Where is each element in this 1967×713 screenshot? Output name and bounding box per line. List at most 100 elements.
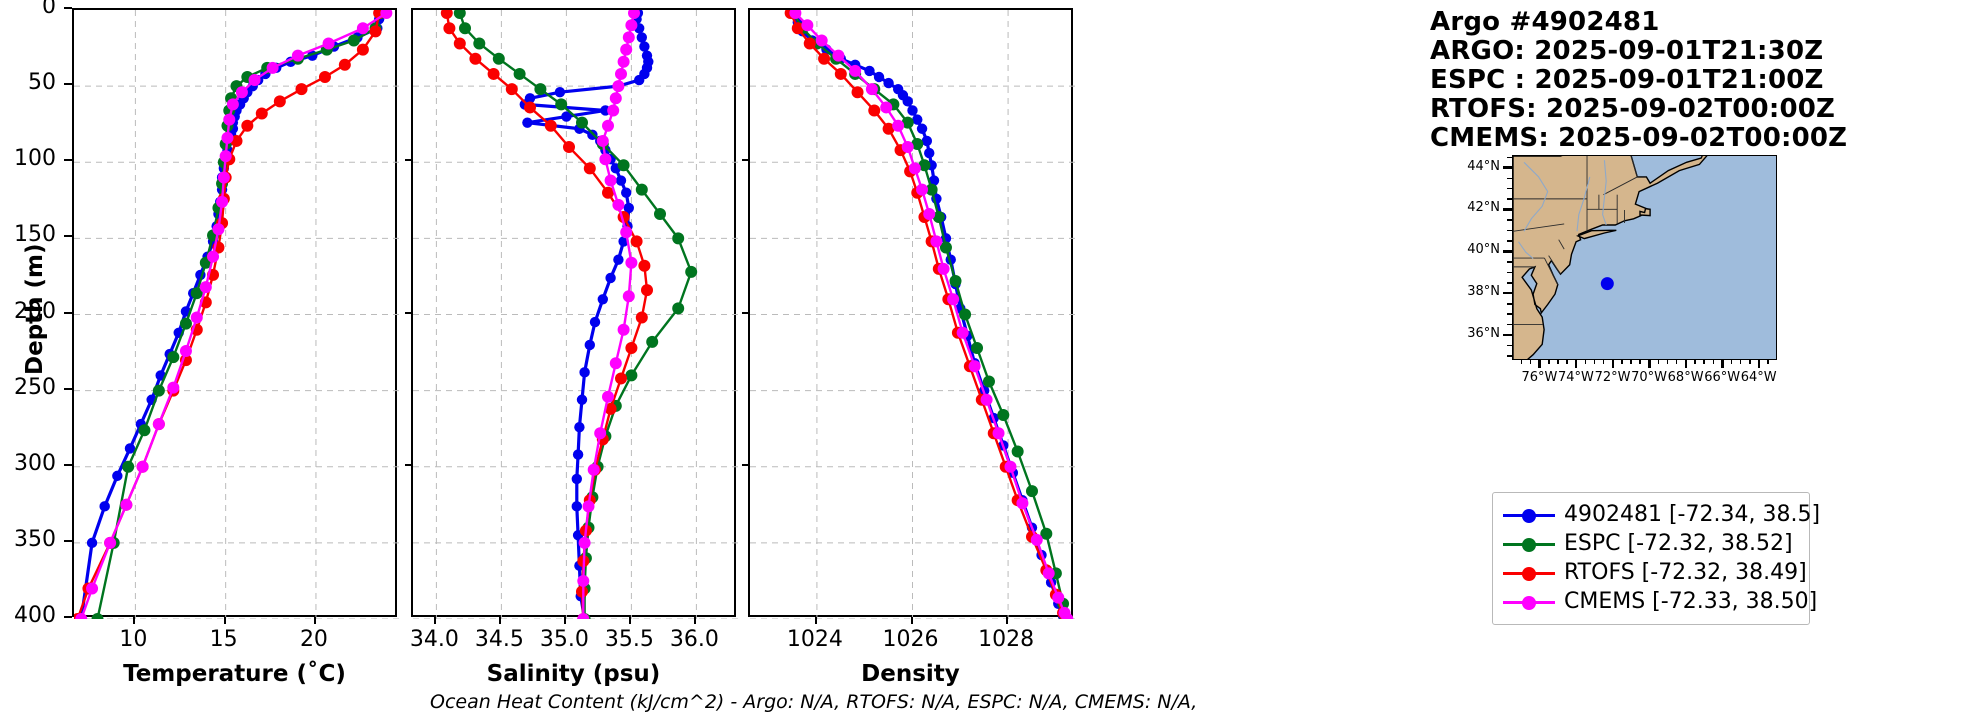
xaxis-title-salinity: Salinity (psu) bbox=[486, 661, 661, 687]
ytick-label: 0 bbox=[42, 0, 56, 19]
map-lat-minor-tick bbox=[1507, 282, 1512, 284]
ytick-label: 350 bbox=[14, 526, 56, 552]
map-lon-tick bbox=[1757, 360, 1761, 368]
map-lat-minor-tick bbox=[1507, 219, 1512, 221]
ytick-mark bbox=[64, 235, 72, 238]
ytick-mark bbox=[64, 83, 72, 86]
map-lon-minor-tick bbox=[1584, 360, 1587, 364]
legend-item-cmems[interactable]: CMEMS [-72.33, 38.50] bbox=[1503, 587, 1817, 616]
map-lon-tick bbox=[1611, 360, 1615, 368]
map-lon-label: 70°W bbox=[1631, 370, 1668, 385]
ytick-label: 50 bbox=[28, 70, 56, 96]
ytick-mark-minor bbox=[742, 463, 748, 466]
state-border bbox=[1548, 255, 1561, 275]
map-lon-tick bbox=[1648, 360, 1651, 368]
float-location-marker[interactable] bbox=[1600, 277, 1614, 291]
xtick-label-temperature: 15 bbox=[209, 627, 238, 652]
panel-density bbox=[748, 8, 1075, 619]
map-lat-label: 36°N bbox=[1467, 325, 1500, 341]
xaxis-title-density: Density bbox=[861, 661, 960, 687]
map-lon-tick bbox=[1721, 360, 1724, 368]
legend-marker-dot bbox=[1522, 595, 1536, 610]
map-lat-minor-tick bbox=[1507, 344, 1512, 347]
plot-density bbox=[750, 10, 1075, 619]
river bbox=[1576, 176, 1591, 232]
xtick-mark-salinity bbox=[564, 617, 567, 624]
ytick-label: 250 bbox=[14, 374, 56, 400]
map-lon-label: 72°W bbox=[1594, 370, 1631, 385]
xtick-label-salinity: 36.0 bbox=[669, 627, 719, 652]
map-lat-minor-tick bbox=[1507, 355, 1512, 357]
map-lat-minor-tick bbox=[1507, 187, 1512, 190]
state-border bbox=[1603, 176, 1638, 196]
map-lat-minor-tick bbox=[1507, 261, 1512, 263]
timestamp-line-1: ARGO: 2025-09-01T21:30Z bbox=[1430, 36, 1824, 66]
state-border bbox=[1630, 156, 1638, 178]
map-lon-minor-tick bbox=[1557, 360, 1559, 364]
legend-marker-dot bbox=[1522, 537, 1536, 552]
map-lon-minor-tick bbox=[1666, 360, 1669, 364]
map-lon-minor-tick bbox=[1694, 360, 1696, 364]
ytick-label: 100 bbox=[14, 146, 56, 172]
river bbox=[1602, 160, 1607, 226]
timestamp-line-3: RTOFS: 2025-09-02T00:00Z bbox=[1430, 94, 1836, 124]
xtick-mark-salinity bbox=[499, 617, 502, 624]
legend-item-espc[interactable]: ESPC [-72.32, 38.52] bbox=[1503, 529, 1797, 558]
cape-cod bbox=[1639, 207, 1651, 217]
map-lat-minor-tick bbox=[1507, 198, 1512, 200]
ytick-label: 300 bbox=[14, 450, 56, 476]
plot-salinity bbox=[413, 10, 738, 619]
ytick-label: 400 bbox=[14, 603, 56, 628]
plot-temperature bbox=[74, 10, 399, 619]
xtick-mark-salinity bbox=[629, 617, 632, 624]
ytick-mark bbox=[64, 539, 72, 542]
state-border bbox=[1513, 223, 1565, 232]
ytick-mark bbox=[64, 387, 72, 390]
map-lat-minor-tick bbox=[1507, 303, 1512, 305]
xtick-label-salinity: 35.5 bbox=[604, 627, 654, 652]
xtick-mark-temperature bbox=[313, 617, 316, 624]
xtick-mark-temperature bbox=[223, 617, 226, 624]
xtick-label-density: 1026 bbox=[882, 627, 939, 652]
xtick-label-density: 1024 bbox=[786, 627, 843, 652]
series-temperature-cmems bbox=[75, 10, 393, 619]
panel-temperature bbox=[72, 8, 399, 619]
xaxis-title-temperature: Temperature (˚C) bbox=[123, 661, 346, 687]
legend-item-argo[interactable]: 4902481 [-72.34, 38.5] bbox=[1503, 500, 1820, 529]
xtick-label-salinity: 34.0 bbox=[409, 627, 459, 652]
ytick-mark bbox=[64, 311, 72, 314]
map-lon-tick bbox=[1684, 360, 1688, 368]
map-lon-minor-tick bbox=[1630, 360, 1632, 364]
timestamp-line-4: CMEMS: 2025-09-02T00:00Z bbox=[1430, 123, 1848, 153]
map-canvas bbox=[1513, 156, 1708, 359]
xtick-mark-temperature bbox=[133, 617, 136, 624]
map-lat-minor-tick bbox=[1507, 240, 1512, 242]
map-lon-minor-tick bbox=[1520, 360, 1523, 364]
map-lat-tick bbox=[1503, 333, 1512, 337]
legend-label-espc: ESPC [-72.32, 38.52] bbox=[1564, 531, 1793, 556]
xtick-label-salinity: 34.5 bbox=[474, 627, 524, 652]
map-lon-minor-tick bbox=[1657, 360, 1660, 364]
xtick-label-temperature: 10 bbox=[119, 627, 148, 652]
map-lon-minor-tick bbox=[1749, 360, 1751, 364]
map-lon-tick bbox=[1538, 360, 1541, 368]
xtick-mark-density bbox=[910, 617, 913, 624]
map-lat-minor-tick bbox=[1507, 271, 1512, 274]
map-lon-minor-tick bbox=[1621, 360, 1623, 364]
map-lon-minor-tick bbox=[1602, 360, 1605, 364]
map-lon-minor-tick bbox=[1739, 360, 1742, 364]
xtick-mark-density bbox=[1006, 617, 1009, 624]
series-legend[interactable]: 4902481 [-72.34, 38.5] ESPC [-72.32, 38.5… bbox=[1492, 492, 1820, 625]
float-id-title: Argo #4902481 bbox=[1430, 7, 1660, 37]
xtick-label-temperature: 20 bbox=[299, 627, 328, 652]
location-map[interactable] bbox=[1512, 155, 1777, 360]
series-salinity-cmems bbox=[577, 10, 640, 619]
ocean-heat-content-footnote: Ocean Heat Content (kJ/cm^2) - Argo: N/A… bbox=[430, 691, 1198, 713]
map-lon-minor-tick bbox=[1712, 360, 1715, 364]
legend-item-rtofs[interactable]: RTOFS [-72.32, 38.49] bbox=[1503, 558, 1807, 587]
map-lat-label: 44°N bbox=[1467, 158, 1500, 174]
ytick-mark bbox=[64, 463, 72, 466]
ytick-mark-minor bbox=[405, 311, 411, 314]
legend-swatch-espc bbox=[1503, 535, 1555, 553]
